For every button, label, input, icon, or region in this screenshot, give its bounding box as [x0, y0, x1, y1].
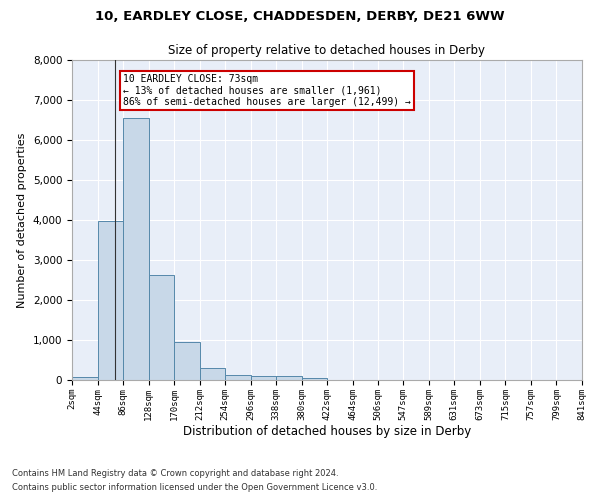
Title: Size of property relative to detached houses in Derby: Size of property relative to detached ho…	[169, 44, 485, 58]
Text: 10, EARDLEY CLOSE, CHADDESDEN, DERBY, DE21 6WW: 10, EARDLEY CLOSE, CHADDESDEN, DERBY, DE…	[95, 10, 505, 23]
Bar	[251, 376, 276, 380]
Bar	[123, 118, 149, 380]
Y-axis label: Number of detached properties: Number of detached properties	[17, 132, 27, 308]
Bar	[149, 275, 174, 380]
Text: 10 EARDLEY CLOSE: 73sqm
← 13% of detached houses are smaller (1,961)
86% of semi: 10 EARDLEY CLOSE: 73sqm ← 13% of detache…	[123, 74, 411, 107]
Bar	[302, 378, 328, 380]
Bar	[72, 377, 98, 380]
X-axis label: Distribution of detached houses by size in Derby: Distribution of detached houses by size …	[183, 426, 471, 438]
Bar	[225, 375, 251, 380]
Text: Contains public sector information licensed under the Open Government Licence v3: Contains public sector information licen…	[12, 484, 377, 492]
Text: Contains HM Land Registry data © Crown copyright and database right 2024.: Contains HM Land Registry data © Crown c…	[12, 468, 338, 477]
Bar	[174, 342, 200, 380]
Bar	[276, 376, 302, 380]
Bar	[98, 221, 123, 380]
Bar	[200, 368, 225, 380]
